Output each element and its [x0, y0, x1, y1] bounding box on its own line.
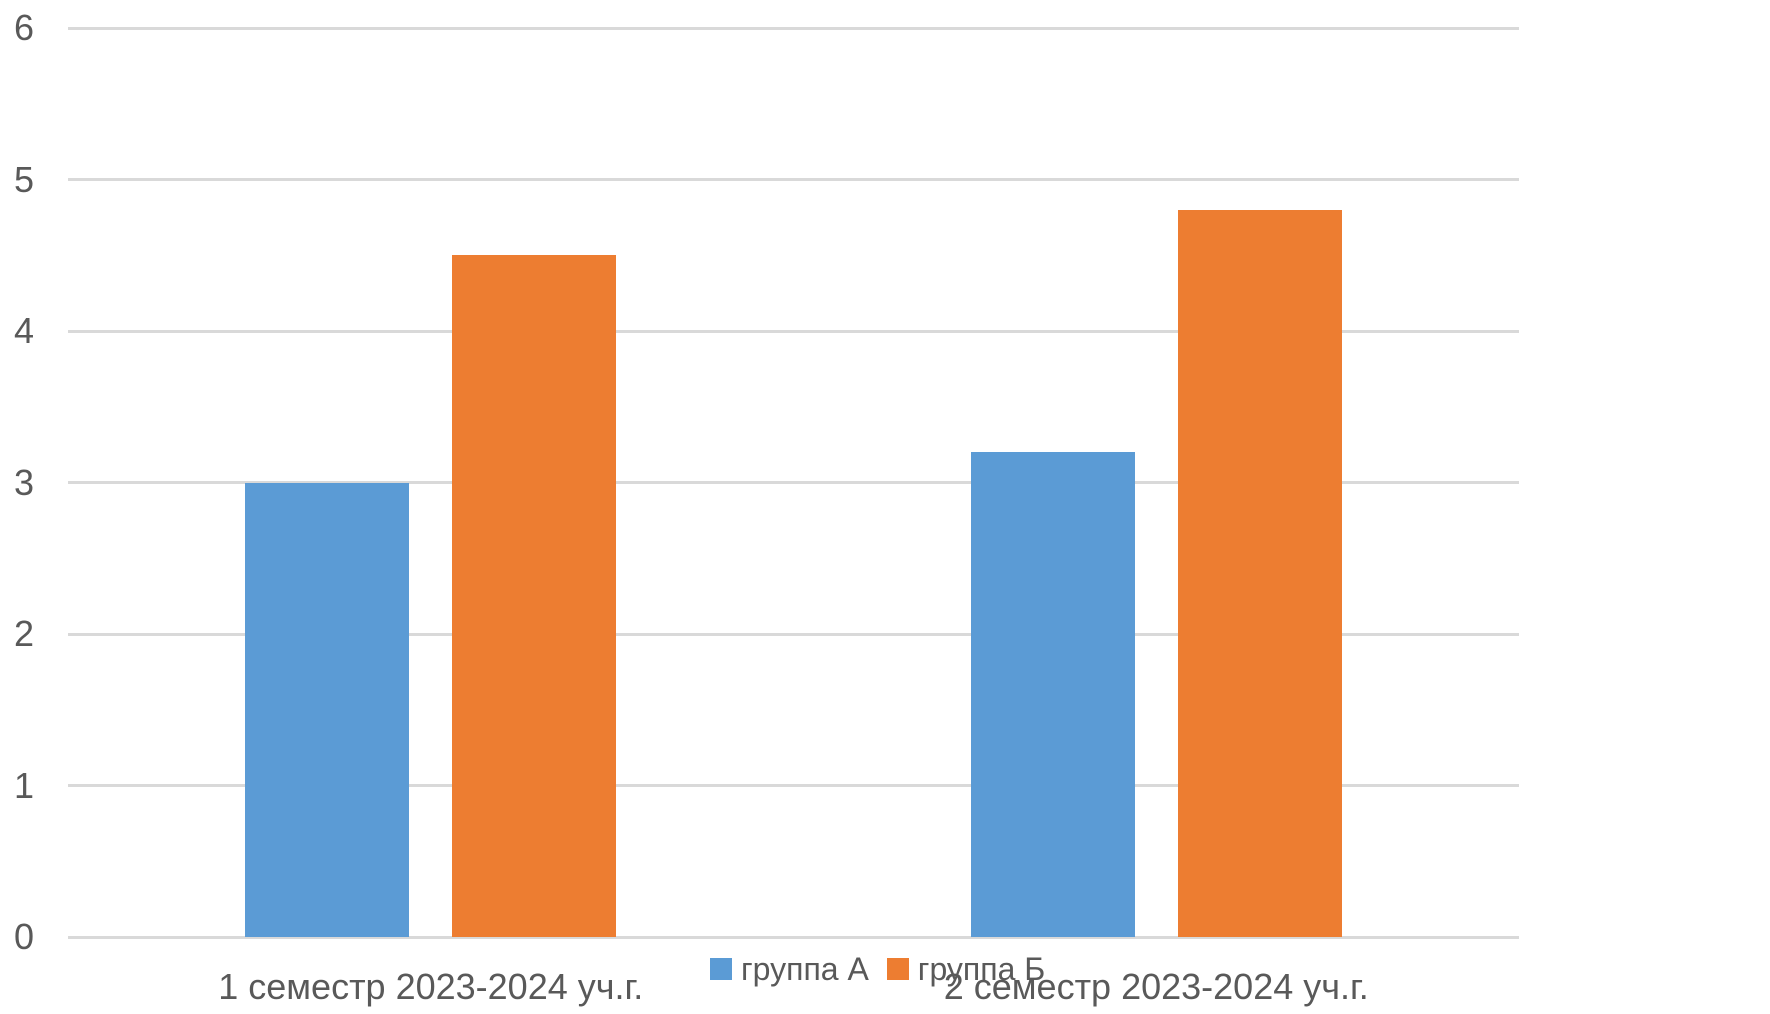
- y-axis-tick-label: 2: [13, 613, 34, 654]
- gridline: [68, 481, 1519, 484]
- gridline: [68, 329, 1519, 333]
- legend-label: группа А: [741, 951, 869, 987]
- gridline: [68, 784, 1519, 787]
- y-axis-tick-label: 5: [13, 158, 34, 200]
- legend-swatch-icon: [886, 958, 909, 980]
- legend-item-series-2: группа Б: [886, 951, 1046, 987]
- y-axis-tick-label: 1: [13, 764, 34, 806]
- x-axis-category-label: 1 семестр 2023-2024 уч.г.: [218, 966, 644, 1007]
- y-axis-tick-label: 3: [13, 461, 34, 503]
- bar-series-2-category-2: [1177, 209, 1342, 937]
- bar-series-1-category-2: [970, 452, 1135, 937]
- gridline: [68, 935, 1519, 939]
- y-axis-tick-label: 4: [13, 310, 34, 351]
- legend-label: группа Б: [917, 951, 1046, 987]
- legend-swatch-icon: [710, 958, 732, 980]
- bar-series-1-category-1: [245, 482, 410, 937]
- gridline: [68, 178, 1519, 181]
- y-axis-tick-label: 0: [13, 916, 34, 957]
- legend: группа А группа Б: [710, 953, 1045, 985]
- gridline: [68, 632, 1519, 636]
- x-axis-category-label: 2 семестр 2023-2024 уч.г.: [943, 966, 1369, 1007]
- legend-item-series-1: группа А: [710, 953, 869, 985]
- bar-series-2-category-1: [452, 255, 617, 937]
- y-axis-tick-label: 6: [13, 7, 34, 48]
- gridline: [68, 26, 1519, 30]
